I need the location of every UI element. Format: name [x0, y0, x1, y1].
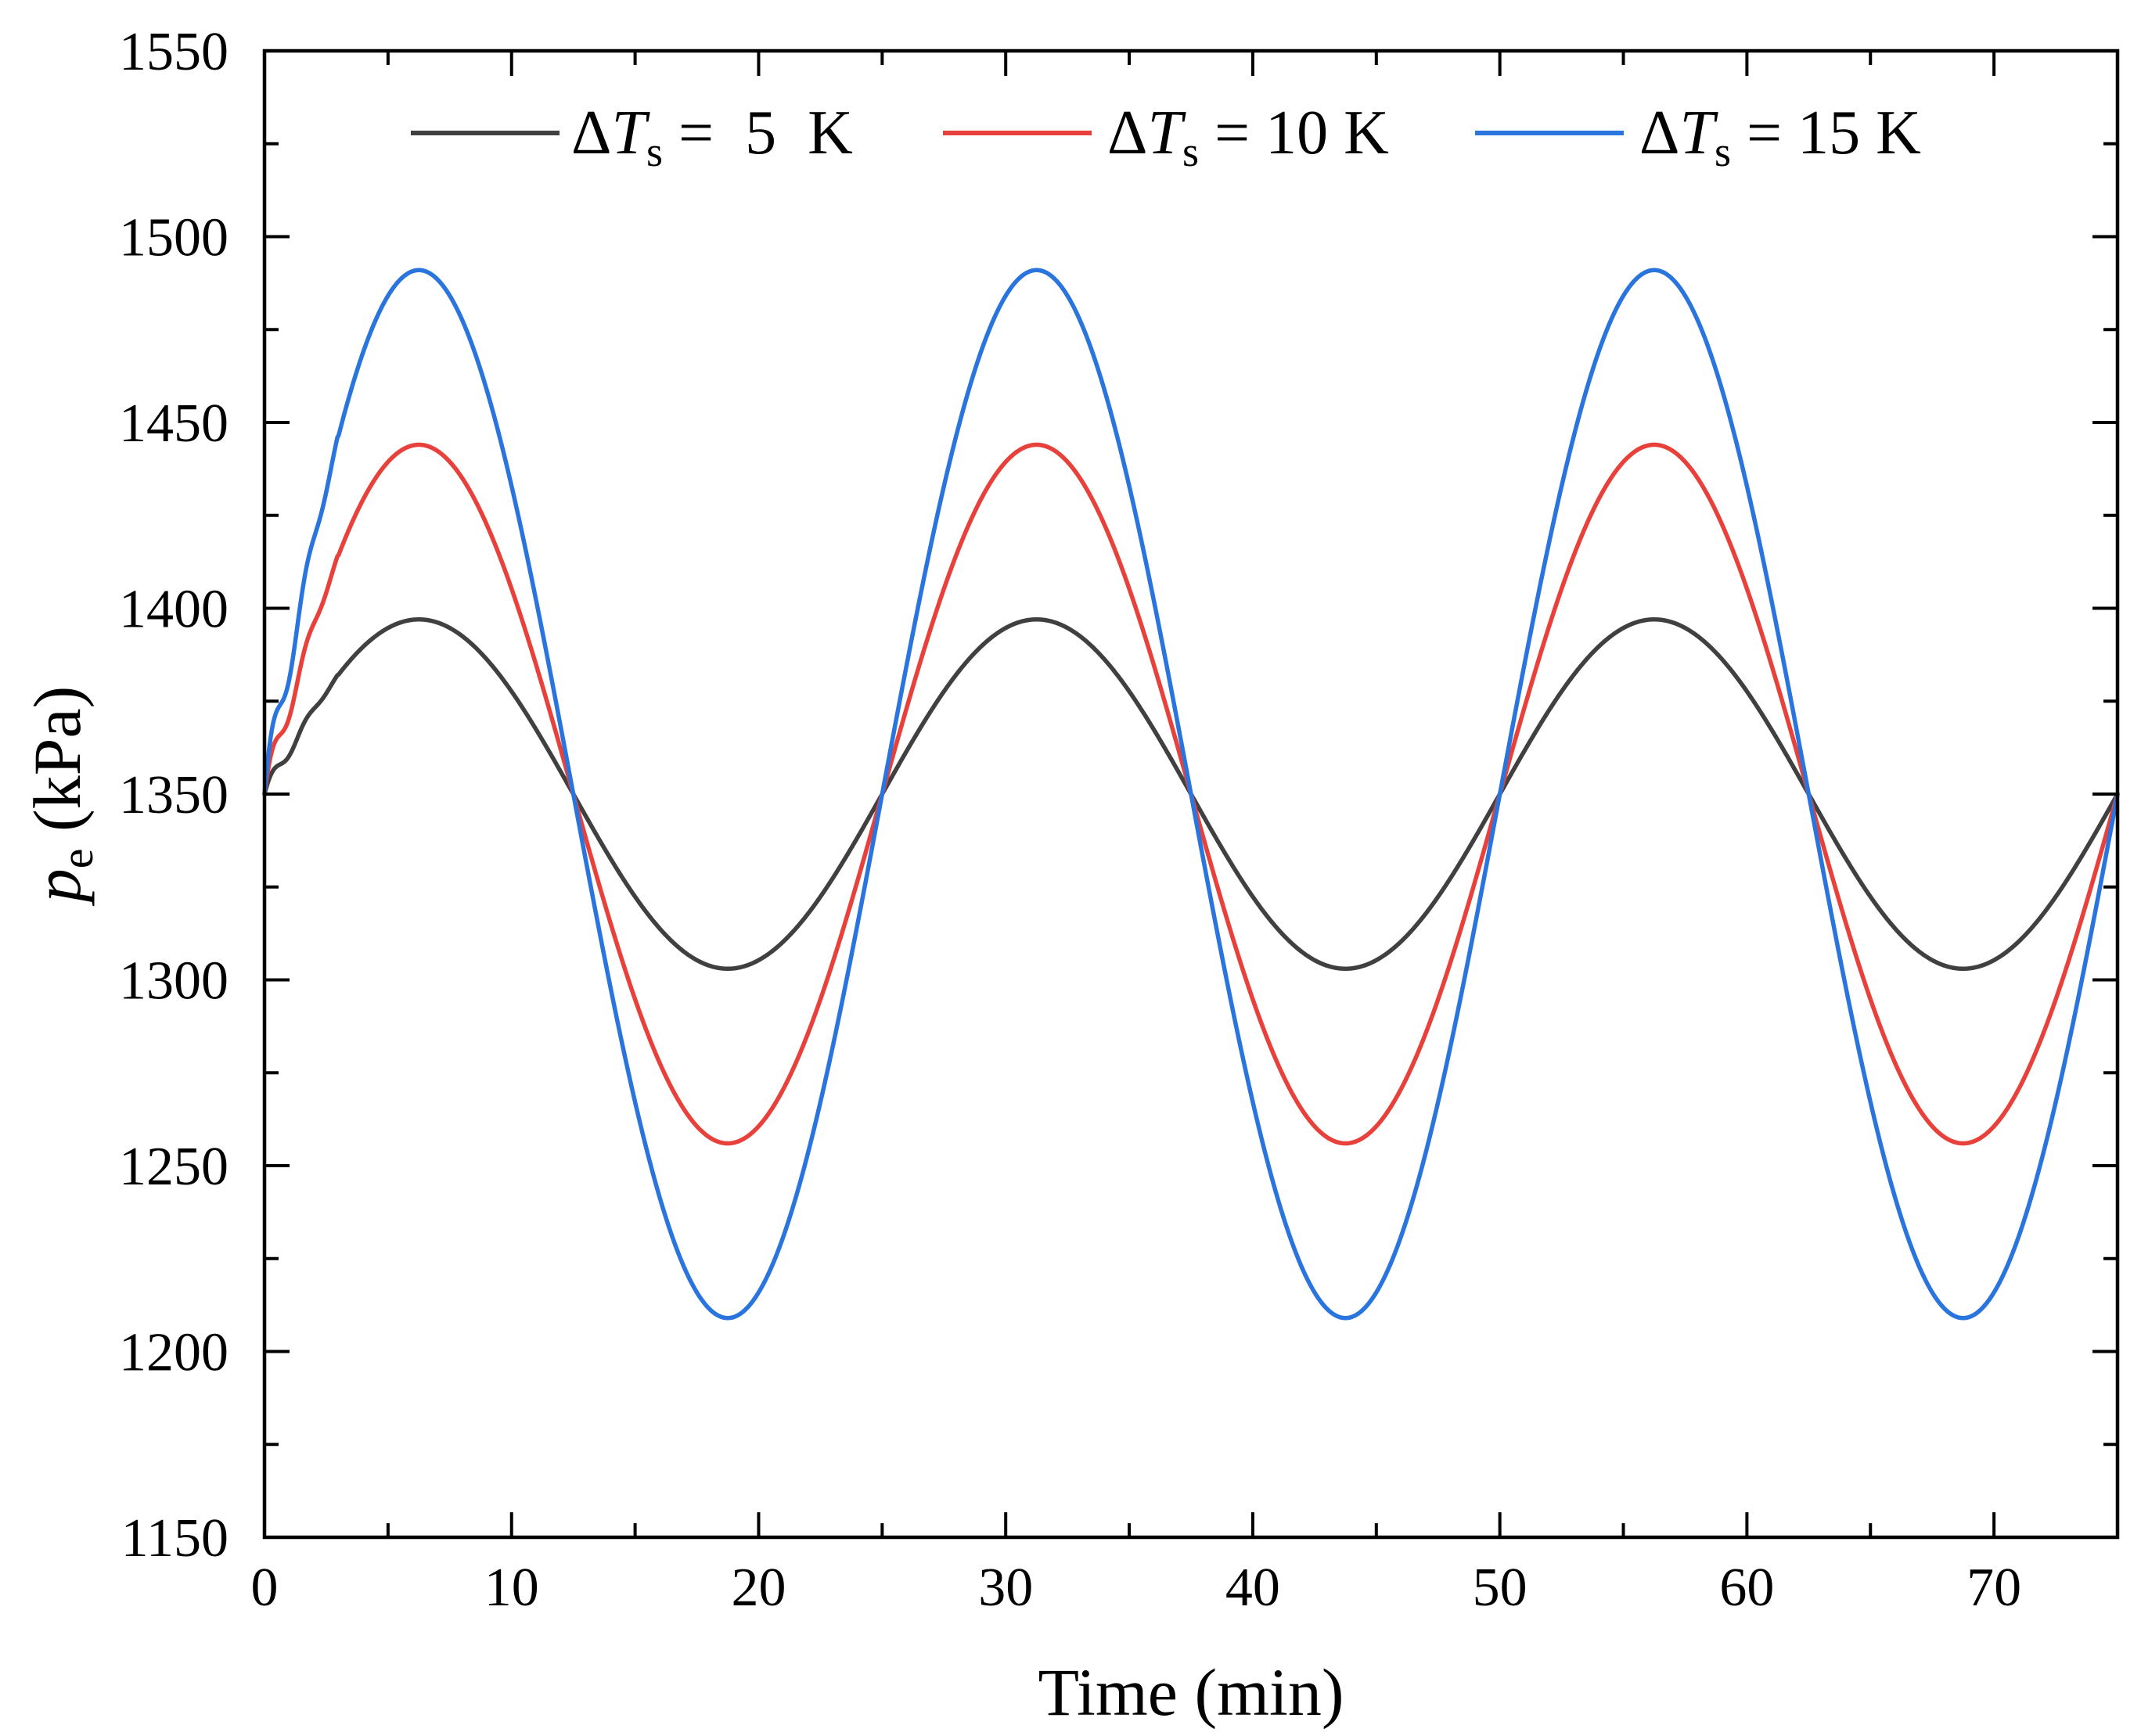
y-tick-label: 1150 [121, 1508, 228, 1569]
y-tick-label: 1550 [119, 22, 228, 82]
legend-symbol: T [1679, 99, 1718, 167]
legend-subscript: s [1715, 128, 1731, 175]
legend-label-15K: ΔTs = 15 K [1639, 99, 1921, 175]
legend-item-10K: ΔTs = 10 K [943, 99, 1389, 175]
y-tick-label: 1300 [119, 951, 228, 1012]
y-tick-label: 1400 [119, 580, 228, 640]
legend-item-5K: ΔTs = 5 K [411, 99, 853, 175]
legend-symbol: T [611, 99, 650, 167]
y-axis-title: pe (kPa) [20, 686, 103, 908]
x-tick-label: 60 [1719, 1558, 1774, 1618]
y-axis-title-subscript: e [52, 849, 103, 869]
x-axis-title: Time (min) [1038, 1655, 1344, 1730]
y-axis-title-unit: (kPa) [20, 686, 95, 849]
legend-label-10K: ΔTs = 10 K [1107, 99, 1389, 175]
series-line-15K [262, 268, 2120, 1321]
x-tick-label: 40 [1225, 1558, 1280, 1618]
y-tick-label: 1450 [119, 394, 228, 454]
legend-label-5K: ΔTs = 5 K [571, 99, 853, 175]
legend-delta: Δ [1639, 99, 1679, 167]
x-tick-label: 30 [978, 1558, 1033, 1618]
legend-symbol: T [1147, 99, 1186, 167]
x-axis-ticks: 0 10 20 30 40 50 60 70 [251, 51, 2119, 1618]
legend-rest: = 10 K [1199, 99, 1389, 167]
legend-rest: = 5 K [663, 99, 853, 167]
x-tick-label: 0 [251, 1558, 279, 1618]
y-axis-title-symbol: p [20, 868, 95, 907]
y-tick-label: 1200 [119, 1323, 228, 1383]
x-tick-label: 70 [1966, 1558, 2021, 1618]
x-tick-label: 20 [731, 1558, 786, 1618]
legend: ΔTs = 5 K ΔTs = 10 K ΔTs = 15 K [411, 99, 1921, 175]
series-layer [262, 268, 2120, 1321]
legend-rest: = 15 K [1731, 99, 1921, 167]
y-tick-label: 1500 [119, 208, 228, 268]
y-axis-ticks: 1150 1200 1250 1300 1350 1400 1450 1500 1550 [119, 22, 2118, 1569]
legend-item-15K: ΔTs = 15 K [1475, 99, 1921, 175]
x-tick-label: 10 [484, 1558, 539, 1618]
legend-delta: Δ [571, 99, 611, 167]
x-tick-label: 50 [1473, 1558, 1527, 1618]
y-tick-label: 1250 [119, 1137, 228, 1197]
legend-subscript: s [1182, 128, 1199, 175]
y-tick-label: 1350 [119, 765, 228, 825]
legend-subscript: s [646, 128, 663, 175]
legend-delta: Δ [1107, 99, 1147, 167]
